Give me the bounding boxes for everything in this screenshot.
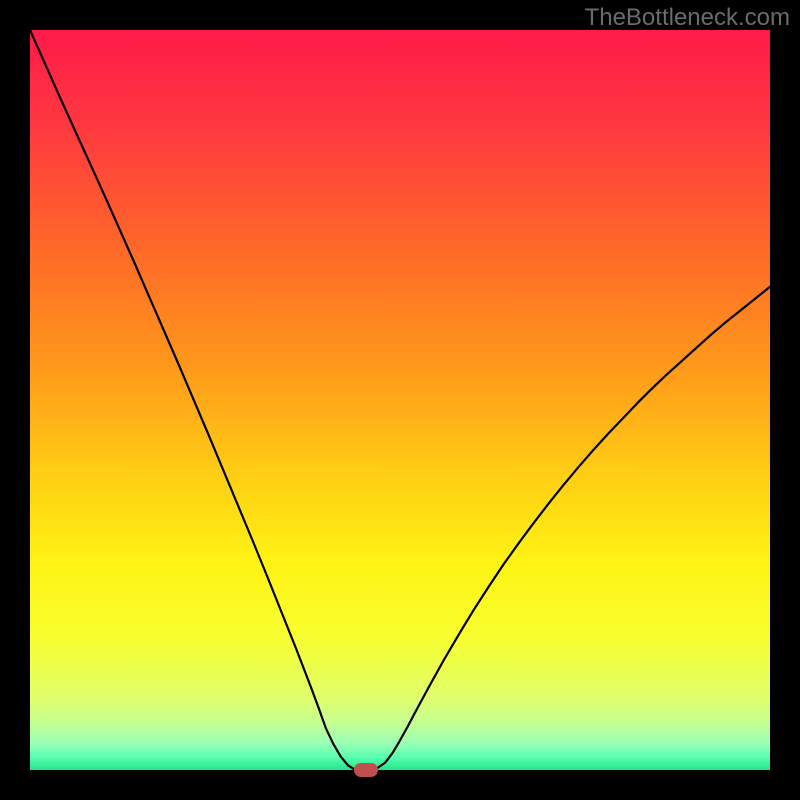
optimum-marker [354,763,378,777]
chart-container: TheBottleneck.com [0,0,800,800]
bottleneck-chart [0,0,800,800]
plot-background [30,30,770,770]
